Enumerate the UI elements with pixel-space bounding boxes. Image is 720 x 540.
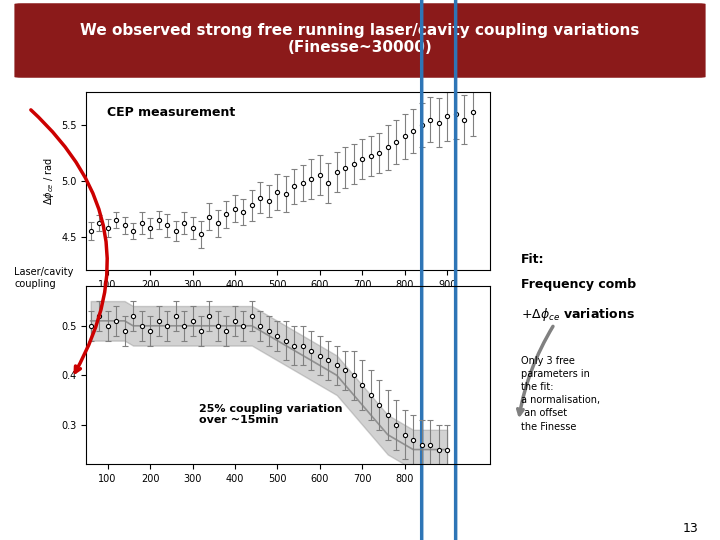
Text: We observed strong free running laser/cavity coupling variations
(Finesse~30000): We observed strong free running laser/ca… [81, 23, 639, 55]
Y-axis label: $\Delta\phi_{ce}$ / rad: $\Delta\phi_{ce}$ / rad [42, 157, 55, 205]
Text: Here 80% of the laser power is coupled
→high quality wave front needed: Here 80% of the laser power is coupled →… [158, 489, 404, 510]
Text: 13: 13 [683, 522, 698, 535]
Text: $+\Delta\phi_{ce}$ variations: $+\Delta\phi_{ce}$ variations [521, 306, 635, 322]
Text: Laser/cavity
coupling: Laser/cavity coupling [14, 267, 73, 289]
Text: Frequency comb: Frequency comb [521, 279, 636, 292]
X-axis label: time / s: time / s [267, 295, 309, 305]
Text: Only 3 free
parameters in
the fit:
a normalisation,
 an offset
the Finesse: Only 3 free parameters in the fit: a nor… [521, 355, 600, 431]
Text: 25% coupling variation
over ~15min: 25% coupling variation over ~15min [199, 403, 343, 425]
FancyBboxPatch shape [14, 3, 706, 78]
Text: Fit:: Fit: [521, 253, 544, 266]
Text: CEP measurement: CEP measurement [107, 106, 235, 119]
